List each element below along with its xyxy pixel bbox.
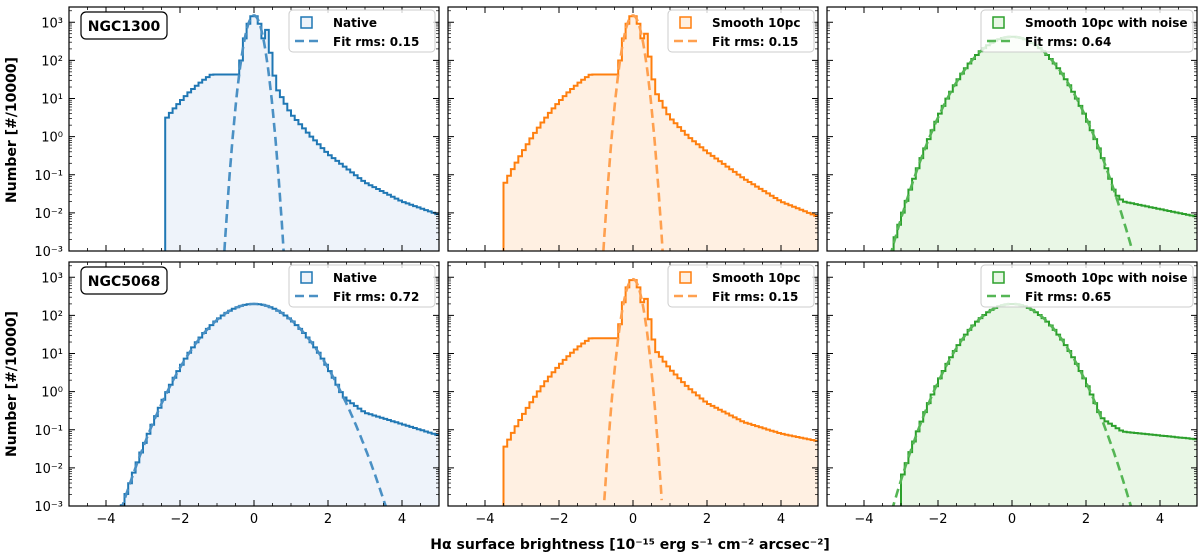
fit-curve	[121, 302, 388, 506]
x-tick-label: 4	[777, 512, 785, 527]
panel-4: −4 −2 0 2 4 10⁻³ 10⁻² 10⁻¹ 10⁰ 10¹ 10² 10³ Native Fit…	[34, 261, 440, 527]
y-tick-label: 10³	[41, 271, 63, 286]
legend-fit-label: Fit rms: 0.15	[712, 290, 798, 304]
histogram-fill	[448, 16, 818, 251]
y-axis-label-bottom: Number [#/10000]	[4, 311, 20, 457]
legend-swatch	[300, 271, 313, 284]
panel-3: Smooth 10pc with noise Fit rms: 0.64	[826, 6, 1198, 252]
fit-curve	[603, 277, 663, 501]
y-tick-label: 10⁻²	[34, 207, 63, 222]
y-tick-label: 10²	[41, 309, 63, 324]
x-tick-label: −2	[170, 512, 189, 527]
plot-area	[69, 14, 439, 251]
legend-box	[667, 9, 815, 53]
x-tick-label: 0	[250, 512, 258, 527]
legend-swatch	[300, 16, 313, 29]
legend-fit-label: Fit rms: 0.64	[1025, 35, 1111, 49]
y-tick-label: 10⁻²	[34, 462, 63, 477]
legend-fit-label: Fit rms: 0.72	[333, 290, 419, 304]
panels: 10⁻³ 10⁻² 10⁻¹ 10⁰ 10¹ 10² 10³ Native Fit rms: 0…	[34, 6, 1198, 527]
x-tick-label: 4	[1156, 512, 1164, 527]
x-tick-label: −2	[549, 512, 568, 527]
y-tick-label: 10⁻¹	[34, 169, 63, 184]
y-tick-label: 10⁻³	[34, 500, 63, 515]
legend-fit-label: Fit rms: 0.15	[712, 35, 798, 49]
x-tick-label: 0	[1008, 512, 1016, 527]
legend-label: Smooth 10pc with noise	[1025, 271, 1188, 285]
legend-fit-label: Fit rms: 0.65	[1025, 290, 1111, 304]
legend-swatch	[992, 271, 1005, 284]
legend-box	[288, 9, 436, 53]
legend-box	[288, 264, 436, 308]
y-tick-label: 10⁻¹	[34, 424, 63, 439]
y-tick-label: 10³	[41, 16, 63, 31]
galaxy-label: NGC1300	[88, 19, 161, 35]
y-tick-label: 10⁻³	[34, 245, 63, 260]
legend-label: Smooth 10pc	[712, 16, 801, 30]
legend-label: Smooth 10pc	[712, 271, 801, 285]
fit-curve	[223, 14, 285, 251]
x-tick-label: 4	[398, 512, 406, 527]
plot-area	[827, 302, 1197, 506]
x-tick-label: 2	[324, 512, 332, 527]
legend-swatch	[679, 16, 692, 29]
panel-2: Smooth 10pc Fit rms: 0.15	[447, 6, 819, 252]
x-tick-label: −4	[96, 512, 115, 527]
legend-label: Smooth 10pc with noise	[1025, 16, 1188, 30]
y-tick-label: 10⁰	[41, 131, 63, 146]
x-tick-label: 2	[1082, 512, 1090, 527]
x-tick-label: 0	[629, 512, 637, 527]
plot-area	[69, 302, 439, 506]
histogram-step	[502, 279, 818, 506]
legend-box	[667, 264, 815, 308]
y-axis-label-top: Number [#/10000]	[4, 57, 20, 203]
histogram-step	[502, 15, 818, 251]
fit-curve	[602, 14, 664, 251]
panel-1: 10⁻³ 10⁻² 10⁻¹ 10⁰ 10¹ 10² 10³ Native Fit rms: 0…	[34, 6, 440, 260]
legend-box	[980, 9, 1194, 53]
y-tick-label: 10¹	[41, 348, 63, 363]
panel-5: −4 −2 0 2 4 Smooth 10pc Fit rms: 0.15	[447, 261, 819, 527]
panel-6: −4 −2 0 2 4 Smooth 10pc with noise Fit rms: 0.…	[826, 261, 1198, 527]
y-tick-label: 10¹	[41, 93, 63, 108]
plot-area	[448, 14, 818, 251]
histogram-fill	[448, 280, 818, 506]
galaxy-label-box	[80, 11, 168, 40]
x-axis-label: Hα surface brightness [10⁻¹⁵ erg s⁻¹ cm⁻…	[430, 537, 829, 553]
galaxy-label: NGC5068	[88, 274, 160, 290]
histogram-fill	[827, 304, 1197, 506]
legend-box	[980, 264, 1194, 308]
histogram-fill	[69, 304, 439, 506]
histogram-fill	[69, 16, 439, 251]
legend-swatch	[992, 16, 1005, 29]
x-tick-label: 2	[703, 512, 711, 527]
plot-area	[448, 277, 818, 506]
legend-fit-label: Fit rms: 0.15	[333, 35, 419, 49]
plot-area	[827, 35, 1197, 251]
y-tick-label: 10⁰	[41, 386, 63, 401]
x-tick-label: −2	[928, 512, 947, 527]
galaxy-label-box	[80, 266, 168, 295]
legend-label: Native	[333, 16, 377, 30]
x-tick-label: −4	[475, 512, 494, 527]
histogram-fill	[827, 36, 1197, 251]
legend-swatch	[679, 271, 692, 284]
x-tick-label: −4	[854, 512, 873, 527]
legend-label: Native	[333, 271, 377, 285]
histogram-step	[164, 15, 439, 251]
fit-curve	[890, 35, 1134, 251]
y-tick-label: 10²	[41, 54, 63, 69]
